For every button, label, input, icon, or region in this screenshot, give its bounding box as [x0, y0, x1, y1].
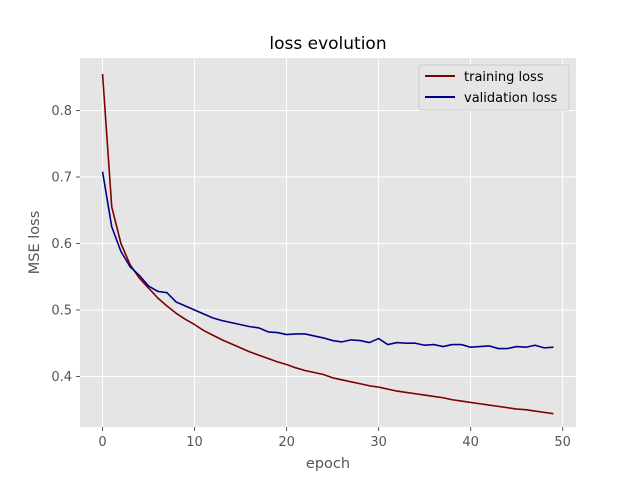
x-axis-ticks: 0 10 20 30 40 50 [98, 427, 571, 450]
x-tick-label: 40 [462, 435, 479, 450]
plot-background [80, 58, 576, 427]
x-tick-label: 0 [98, 435, 106, 450]
legend-label-training-loss: training loss [464, 70, 544, 85]
y-tick-label: 0.8 [51, 104, 72, 119]
training-loss-line [101, 73, 554, 415]
x-tick-label: 50 [554, 435, 571, 450]
y-axis-label: MSE loss [27, 211, 43, 275]
legend-box [418, 64, 570, 111]
chart-title: loss evolution [269, 34, 386, 54]
grid-lines [80, 58, 576, 427]
legend-label-validation-loss: validation loss [464, 91, 557, 106]
validation-loss-line [101, 171, 554, 350]
series-lines [101, 73, 554, 415]
y-tick-label: 0.5 [51, 303, 72, 318]
x-tick-label: 10 [186, 435, 203, 450]
y-tick-label: 0.6 [51, 237, 72, 252]
legend: training loss validation loss [418, 64, 570, 111]
y-tick-label: 0.7 [51, 171, 72, 186]
x-tick-label: 30 [370, 435, 387, 450]
x-tick-label: 20 [278, 435, 295, 450]
y-tick-label: 0.4 [51, 370, 72, 385]
x-axis-label: epoch [306, 456, 350, 472]
y-axis-ticks: 0.4 0.5 0.6 0.7 0.8 [51, 104, 80, 385]
